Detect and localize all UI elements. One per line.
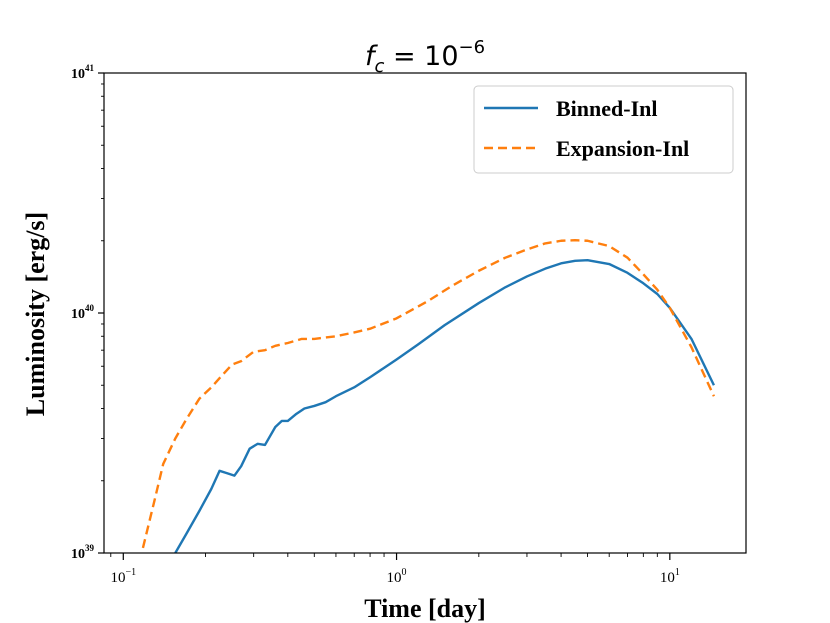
title-subscript: c [374, 56, 384, 77]
series-line-expansion-inl [141, 239, 716, 549]
legend-box [473, 85, 734, 174]
legend-label-binned: Binned-Inl [556, 96, 658, 121]
y-tick-exponent: 41 [85, 63, 95, 73]
y-tick-base: 10 [71, 307, 85, 322]
legend: Binned-Inl Expansion-Inl [473, 85, 734, 174]
y-tick-exponent: 39 [85, 543, 95, 553]
x-axis-label: Time [day] [364, 594, 486, 623]
legend-label-expansion: Expansion-Inl [556, 136, 689, 161]
y-tick-label: 1039 [71, 543, 95, 562]
y-tick-base: 10 [71, 67, 85, 82]
y-tick-label: 1041 [71, 63, 95, 82]
plot-frame [103, 72, 747, 554]
title-superscript: −6 [459, 37, 486, 58]
y-axis-label: Luminosity [erg/s] [21, 212, 50, 416]
y-tick-base: 10 [71, 547, 85, 562]
x-tick-label: 10−1 [110, 567, 136, 586]
x-tick-exponent: 0 [402, 567, 407, 578]
y-tick-exponent: 40 [85, 303, 95, 313]
title-middle: = 10 [384, 41, 458, 72]
series-line-binned-inl [174, 258, 715, 553]
plot-lines [141, 239, 716, 553]
x-tick-base: 10 [660, 570, 675, 586]
x-tick-exponent: 1 [675, 567, 680, 578]
x-tick-label: 100 [387, 567, 407, 586]
x-tick-label: 101 [660, 567, 680, 586]
chart-title: fc = 10−6 [365, 37, 485, 77]
y-tick-label: 1040 [71, 303, 95, 322]
x-tick-base: 10 [110, 570, 125, 586]
x-tick-base: 10 [387, 570, 402, 586]
x-tick-exponent: −1 [125, 567, 136, 578]
